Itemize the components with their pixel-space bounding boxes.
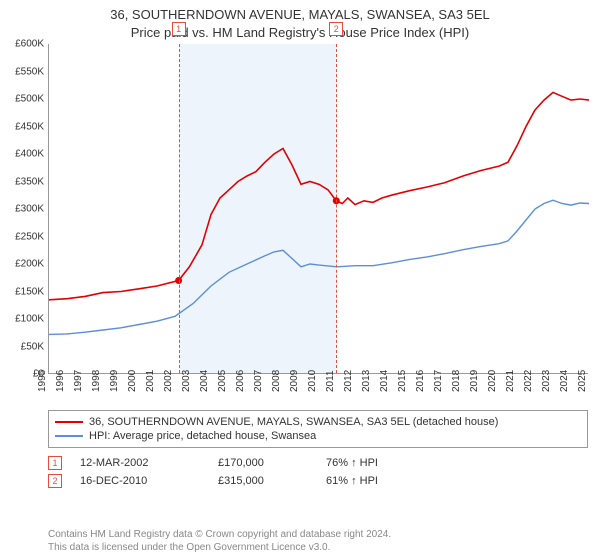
footer-line-1: Contains HM Land Registry data © Crown c… [48, 528, 588, 541]
x-tick-label: 2013 [361, 370, 372, 392]
x-tick-label: 2008 [271, 370, 282, 392]
legend-label: 36, SOUTHERNDOWN AVENUE, MAYALS, SWANSEA… [89, 416, 498, 428]
y-tick-label: £300K [15, 204, 44, 215]
legend-swatch [55, 435, 83, 437]
transaction-marker: 2 [329, 22, 343, 36]
x-tick-label: 2021 [505, 370, 516, 392]
legend-row: HPI: Average price, detached house, Swan… [55, 429, 581, 443]
x-tick-label: 2023 [541, 370, 552, 392]
x-tick-label: 2001 [145, 370, 156, 392]
legend-box: 36, SOUTHERNDOWN AVENUE, MAYALS, SWANSEA… [48, 410, 588, 448]
x-tick-label: 2012 [343, 370, 354, 392]
x-tick-label: 1997 [73, 370, 84, 392]
transactions-table: 1 12-MAR-2002 £170,000 76% ↑ HPI 2 16-DEC-201… [48, 454, 588, 490]
x-tick-label: 2010 [307, 370, 318, 392]
transaction-pct: 76% ↑ HPI [326, 457, 426, 469]
x-tick-label: 2006 [235, 370, 246, 392]
y-tick-label: £350K [15, 176, 44, 187]
y-tick-label: £450K [15, 121, 44, 132]
x-tick-label: 1995 [37, 370, 48, 392]
x-tick-label: 2015 [397, 370, 408, 392]
legend-row: 36, SOUTHERNDOWN AVENUE, MAYALS, SWANSEA… [55, 415, 581, 429]
x-tick-label: 2011 [325, 370, 336, 392]
transaction-row: 1 12-MAR-2002 £170,000 76% ↑ HPI [48, 454, 588, 472]
x-tick-label: 1996 [55, 370, 66, 392]
chart-area: £0£50K£100K£150K£200K£250K£300K£350K£400… [0, 44, 600, 394]
x-axis: 1995199619971998199920002001200220032004… [48, 374, 588, 394]
x-tick-label: 1998 [91, 370, 102, 392]
title-line-1: 36, SOUTHERNDOWN AVENUE, MAYALS, SWANSEA… [0, 6, 600, 24]
x-tick-label: 2003 [181, 370, 192, 392]
y-tick-label: £100K [15, 314, 44, 325]
x-tick-label: 2018 [451, 370, 462, 392]
x-tick-label: 2009 [289, 370, 300, 392]
x-tick-label: 2000 [127, 370, 138, 392]
y-tick-label: £600K [15, 39, 44, 50]
transaction-vline [179, 44, 180, 373]
legend-area: 36, SOUTHERNDOWN AVENUE, MAYALS, SWANSEA… [48, 410, 588, 490]
transaction-price: £315,000 [218, 475, 308, 487]
y-tick-label: £150K [15, 286, 44, 297]
x-tick-label: 2022 [523, 370, 534, 392]
series-line [49, 92, 589, 299]
legend-swatch [55, 421, 83, 423]
y-axis: £0£50K£100K£150K£200K£250K£300K£350K£400… [0, 44, 48, 394]
x-tick-label: 2014 [379, 370, 390, 392]
series-line [49, 200, 589, 334]
line-svg [49, 44, 589, 374]
chart-container: 36, SOUTHERNDOWN AVENUE, MAYALS, SWANSEA… [0, 0, 600, 560]
x-tick-label: 2017 [433, 370, 444, 392]
legend-label: HPI: Average price, detached house, Swan… [89, 430, 316, 442]
transaction-price: £170,000 [218, 457, 308, 469]
x-tick-label: 2019 [469, 370, 480, 392]
chart-title: 36, SOUTHERNDOWN AVENUE, MAYALS, SWANSEA… [0, 0, 600, 41]
x-tick-label: 2004 [199, 370, 210, 392]
footer-line-2: This data is licensed under the Open Gov… [48, 541, 588, 554]
transaction-date: 12-MAR-2002 [80, 457, 200, 469]
transaction-pct: 61% ↑ HPI [326, 475, 426, 487]
x-tick-label: 2024 [559, 370, 570, 392]
transaction-row-marker: 2 [48, 474, 62, 488]
y-tick-label: £550K [15, 66, 44, 77]
x-tick-label: 2020 [487, 370, 498, 392]
transaction-row-marker: 1 [48, 456, 62, 470]
transaction-vline [336, 44, 337, 373]
y-tick-label: £250K [15, 231, 44, 242]
plot-area: 12 [48, 44, 588, 374]
y-tick-label: £200K [15, 259, 44, 270]
y-tick-label: £400K [15, 149, 44, 160]
footer-attribution: Contains HM Land Registry data © Crown c… [48, 528, 588, 554]
y-tick-label: £500K [15, 94, 44, 105]
transaction-row: 2 16-DEC-2010 £315,000 61% ↑ HPI [48, 472, 588, 490]
x-tick-label: 2016 [415, 370, 426, 392]
x-tick-label: 2005 [217, 370, 228, 392]
x-tick-label: 2025 [577, 370, 588, 392]
x-tick-label: 2007 [253, 370, 264, 392]
x-tick-label: 2002 [163, 370, 174, 392]
x-tick-label: 1999 [109, 370, 120, 392]
title-line-2: Price paid vs. HM Land Registry's House … [0, 24, 600, 42]
y-tick-label: £50K [21, 341, 44, 352]
transaction-date: 16-DEC-2010 [80, 475, 200, 487]
transaction-marker: 1 [172, 22, 186, 36]
